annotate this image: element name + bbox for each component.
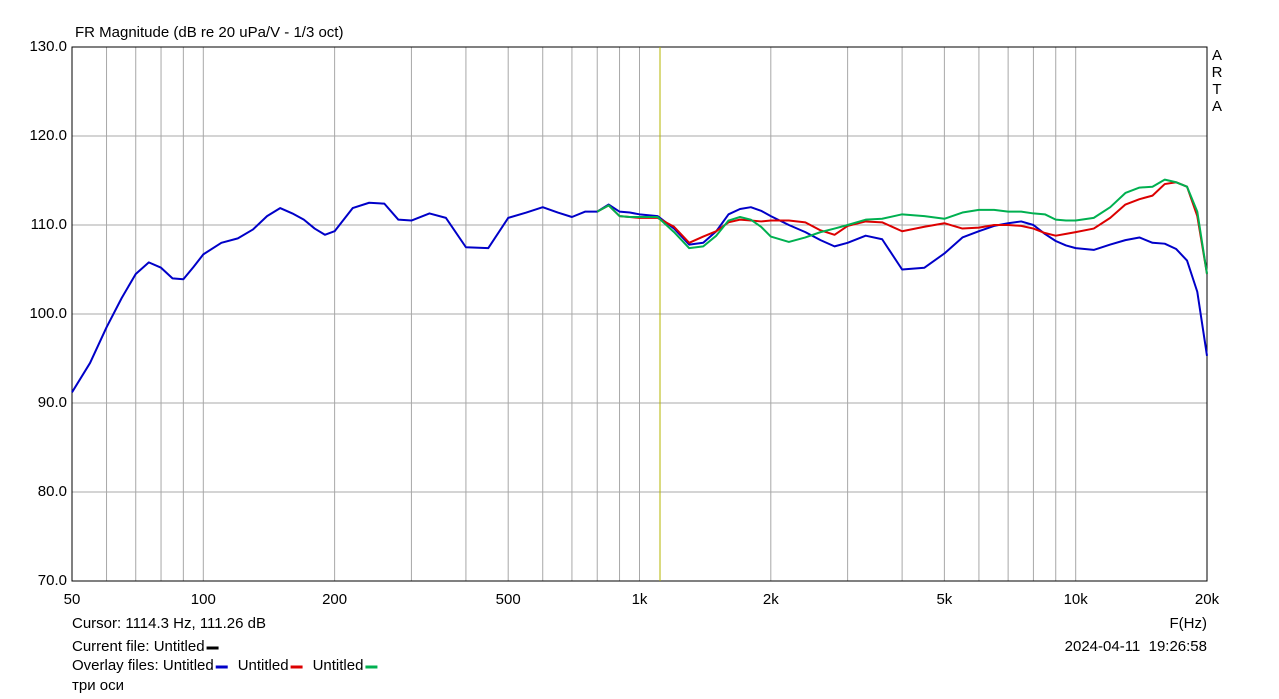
series-line [596,181,1208,275]
overlay-label: Overlay files: [72,657,163,674]
watermark-letter: A [1212,98,1222,115]
legend-label: Untitled [313,657,364,674]
current-file: Current file: Untitled [72,638,205,655]
x-tick-label: 10k [1064,591,1089,608]
watermark-letter: A [1212,47,1222,64]
legend-label: Untitled [163,657,214,674]
y-tick-label: 70.0 [38,572,67,589]
x-tick-label: 2k [763,591,779,608]
x-tick-label: 100 [191,591,216,608]
note: три оси [72,677,124,694]
plot-frame [71,46,1208,582]
legend-label: Untitled [238,657,289,674]
x-tick-label: 500 [496,591,521,608]
watermark-letter: R [1212,64,1223,81]
watermark-letter: T [1212,81,1221,98]
x-tick-label: 1k [632,591,648,608]
y-tick-label: 100.0 [29,305,67,322]
x-tick-label: 20k [1195,591,1220,608]
y-tick-label: 110.0 [31,216,67,233]
series-line [596,178,1208,275]
x-tick-label: 200 [322,591,347,608]
y-tick-label: 90.0 [38,394,67,411]
y-tick-label: 120.0 [29,127,67,144]
timestamp: 2024-04-11 19:26:58 [1065,638,1207,655]
cursor-readout: Cursor: 1114.3 Hz, 111.26 dB [72,615,266,632]
x-tick-label: 50 [64,591,81,608]
chart-title: FR Magnitude (dB re 20 uPa/V - 1/3 oct) [75,24,343,41]
y-tick-label: 80.0 [38,483,67,500]
x-tick-label: 5k [936,591,952,608]
y-tick-label: 130.0 [29,38,67,55]
x-axis-label: F(Hz) [1170,615,1208,632]
